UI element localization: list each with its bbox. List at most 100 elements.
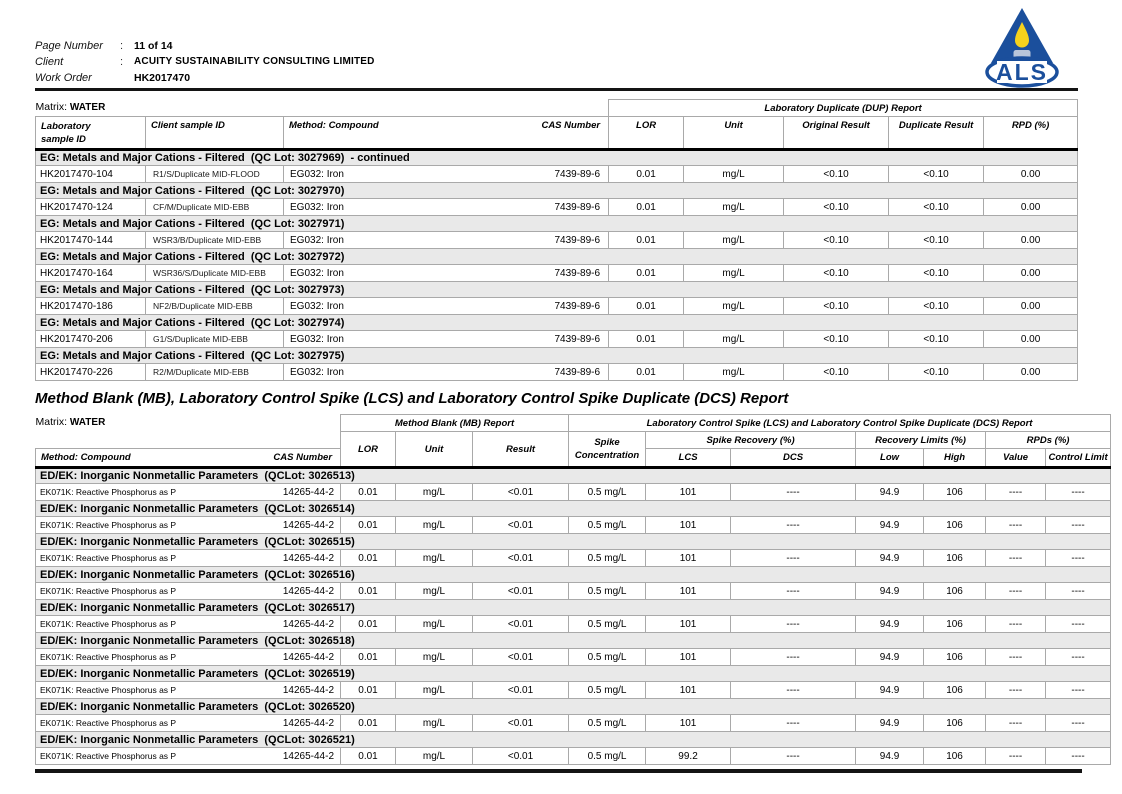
qc-group-title: EG: Metals and Major Cations - Filtered … bbox=[34, 347, 1079, 364]
qc-data-row: HK2017470-124 CF/M/Duplicate MID-EBB EG032… bbox=[35, 198, 1079, 216]
cell-rpd-control-limit: ---- bbox=[1045, 681, 1112, 699]
cell-recovery-high: 106 bbox=[923, 648, 987, 666]
col-header-cas-number: CAS Number bbox=[230, 448, 342, 469]
cell-duplicate-result: <0.10 bbox=[888, 297, 985, 315]
cell-cas-number: 14265-44-2 bbox=[230, 615, 342, 633]
report-header: Page Number : 11 of 14 Client : ACUITY S… bbox=[35, 38, 375, 86]
cell-result: <0.01 bbox=[472, 615, 570, 633]
col-header-method-compound: Method: Compound bbox=[283, 116, 464, 151]
cell-dcs-recovery: ---- bbox=[730, 516, 857, 534]
cell-unit: mg/L bbox=[683, 330, 785, 348]
col-header-cas-number: CAS Number bbox=[463, 116, 610, 151]
qc-group-title: ED/EK: Inorganic Nonmetallic Parameters … bbox=[34, 632, 1112, 649]
col-header-result: Result bbox=[472, 431, 570, 469]
cell-recovery-low: 94.9 bbox=[855, 516, 925, 534]
cell-lcs-recovery: 101 bbox=[645, 648, 732, 666]
cell-duplicate-result: <0.10 bbox=[888, 330, 985, 348]
cell-method-compound: EG032: Iron bbox=[283, 264, 464, 282]
cell-recovery-low: 94.9 bbox=[855, 615, 925, 633]
cell-method-compound: EG032: Iron bbox=[283, 330, 464, 348]
cell-rpd-control-limit: ---- bbox=[1045, 648, 1112, 666]
cell-dcs-recovery: ---- bbox=[730, 747, 857, 765]
cell-client-sample-id: WSR36/S/Duplicate MID-EBB bbox=[145, 264, 284, 282]
qc-group-title: ED/EK: Inorganic Nonmetallic Parameters … bbox=[34, 665, 1112, 682]
cell-method-compound: EK071K: Reactive Phosphorus as P bbox=[35, 483, 231, 501]
cell-rpd-value: ---- bbox=[985, 582, 1047, 600]
cell-dcs-recovery: ---- bbox=[730, 582, 857, 600]
cell-unit: mg/L bbox=[683, 198, 785, 216]
cell-original-result: <0.10 bbox=[783, 363, 890, 381]
col-header-duplicate-result: Duplicate Result bbox=[888, 116, 985, 151]
page-number-label: Page Number bbox=[35, 40, 103, 52]
separator: : bbox=[120, 40, 124, 52]
qc-data-row: EK071K: Reactive Phosphorus as P 14265-44… bbox=[35, 483, 1112, 501]
page-bottom-divider bbox=[35, 769, 1082, 773]
cell-dcs-recovery: ---- bbox=[730, 483, 857, 501]
cell-lor: 0.01 bbox=[608, 363, 685, 381]
qc-group-title: EG: Metals and Major Cations - Filtered … bbox=[34, 182, 1079, 199]
matrix-label: Matrix: bbox=[35, 415, 68, 428]
cell-duplicate-result: <0.10 bbox=[888, 165, 985, 183]
cell-lor: 0.01 bbox=[608, 165, 685, 183]
cell-unit: mg/L bbox=[395, 549, 474, 567]
cell-recovery-high: 106 bbox=[923, 714, 987, 732]
col-header-lab-sample-id: Laboratory sample ID bbox=[35, 116, 146, 151]
cell-lab-sample-id: HK2017470-186 bbox=[35, 297, 146, 315]
col-header-dcs: DCS bbox=[730, 448, 857, 469]
qc-group-row: EG: Metals and Major Cations - Filtered … bbox=[34, 281, 1079, 298]
cell-lab-sample-id: HK2017470-206 bbox=[35, 330, 146, 348]
cell-method-compound: EK071K: Reactive Phosphorus as P bbox=[35, 582, 231, 600]
cell-lcs-recovery: 101 bbox=[645, 615, 732, 633]
cell-recovery-high: 106 bbox=[923, 681, 987, 699]
cell-rpd-value: ---- bbox=[985, 714, 1047, 732]
col-header-original-result: Original Result bbox=[783, 116, 890, 151]
cell-spike-concentration: 0.5 mg/L bbox=[568, 714, 647, 732]
qc-group-row: EG: Metals and Major Cations - Filtered … bbox=[34, 182, 1079, 199]
page-number-row: Page Number : 11 of 14 bbox=[35, 38, 375, 54]
qc-group-title: ED/EK: Inorganic Nonmetallic Parameters … bbox=[34, 500, 1112, 517]
cell-unit: mg/L bbox=[683, 363, 785, 381]
cell-lor: 0.01 bbox=[340, 549, 397, 567]
cell-lor: 0.01 bbox=[340, 483, 397, 501]
col-header-lab-line1: Laboratory bbox=[41, 121, 91, 132]
col-header-high: High bbox=[923, 448, 987, 469]
qc-group-title: EG: Metals and Major Cations - Filtered … bbox=[34, 215, 1079, 232]
cell-rpd-value: ---- bbox=[985, 516, 1047, 534]
cell-cas-number: 14265-44-2 bbox=[230, 582, 342, 600]
cell-lor: 0.01 bbox=[340, 615, 397, 633]
qc-group-title: EG: Metals and Major Cations - Filtered … bbox=[34, 314, 1079, 331]
col-header-unit: Unit bbox=[395, 431, 474, 469]
cell-rpd-control-limit: ---- bbox=[1045, 516, 1112, 534]
cell-lab-sample-id: HK2017470-164 bbox=[35, 264, 146, 282]
cell-recovery-low: 94.9 bbox=[855, 714, 925, 732]
sub-header-recovery-limits: Recovery Limits (%) bbox=[855, 431, 987, 449]
qc-data-row: EK071K: Reactive Phosphorus as P 14265-44… bbox=[35, 714, 1112, 732]
als-logo: ALS bbox=[985, 8, 1059, 88]
qc-group-row: ED/EK: Inorganic Nonmetallic Parameters … bbox=[34, 632, 1112, 649]
cell-rpd-value: ---- bbox=[985, 483, 1047, 501]
cell-dcs-recovery: ---- bbox=[730, 549, 857, 567]
cell-recovery-low: 94.9 bbox=[855, 582, 925, 600]
mb-lcs-dcs-table: Matrix: WATER Method Blank (MB) Report L… bbox=[34, 414, 1112, 765]
cell-dcs-recovery: ---- bbox=[730, 681, 857, 699]
cell-cas-number: 7439-89-6 bbox=[463, 165, 610, 183]
cell-rpd-control-limit: ---- bbox=[1045, 714, 1112, 732]
cell-original-result: <0.10 bbox=[783, 231, 890, 249]
cell-result: <0.01 bbox=[472, 681, 570, 699]
cell-method-compound: EK071K: Reactive Phosphorus as P bbox=[35, 681, 231, 699]
cell-method-compound: EK071K: Reactive Phosphorus as P bbox=[35, 516, 231, 534]
cell-result: <0.01 bbox=[472, 714, 570, 732]
cell-rpd-percent: 0.00 bbox=[983, 363, 1079, 381]
cell-original-result: <0.10 bbox=[783, 330, 890, 348]
cell-lor: 0.01 bbox=[608, 231, 685, 249]
qc-data-row: EK071K: Reactive Phosphorus as P 14265-44… bbox=[35, 615, 1112, 633]
cell-lab-sample-id: HK2017470-104 bbox=[35, 165, 146, 183]
cell-method-compound: EK071K: Reactive Phosphorus as P bbox=[35, 615, 231, 633]
cell-lcs-recovery: 101 bbox=[645, 516, 732, 534]
cell-unit: mg/L bbox=[395, 747, 474, 765]
qc-group-row: ED/EK: Inorganic Nonmetallic Parameters … bbox=[34, 467, 1112, 484]
cell-spike-concentration: 0.5 mg/L bbox=[568, 582, 647, 600]
qc-group-title: EG: Metals and Major Cations - Filtered … bbox=[34, 149, 1079, 166]
col-header-control-limit: Control Limit bbox=[1045, 448, 1112, 469]
cell-lor: 0.01 bbox=[608, 297, 685, 315]
